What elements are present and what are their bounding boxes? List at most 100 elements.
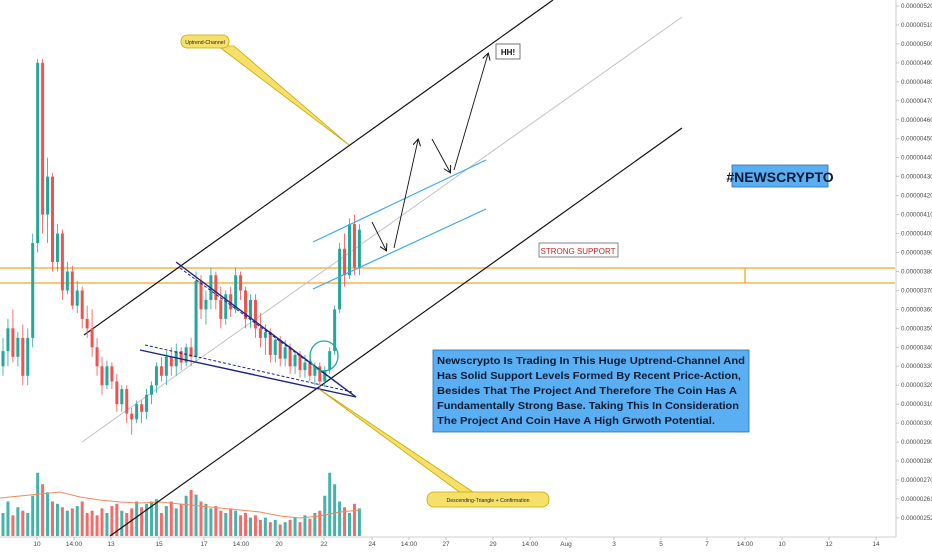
projection-arrow-3: [431, 138, 450, 172]
time-tick-label: 14:00: [66, 541, 83, 548]
candle-body: [70, 271, 74, 306]
candle-body: [95, 347, 99, 367]
descending-callout[interactable]: Descending-Triangle + Confirmation: [318, 388, 550, 508]
descending-callout-box: [426, 491, 550, 508]
candle-body: [348, 224, 351, 276]
price-axis-background: [896, 0, 932, 550]
volume-bar: [105, 513, 109, 536]
volume-bar: [26, 513, 30, 536]
price-tick-label: 0.00000430: [901, 174, 932, 181]
uptrend-callout[interactable]: Uptrend-Channel: [180, 34, 350, 146]
candle-body: [229, 294, 233, 310]
candle-body: [16, 337, 20, 357]
candle-body: [60, 233, 64, 291]
price-tick-label: 0.00000350: [901, 325, 932, 332]
candle-body: [318, 366, 322, 382]
candle-body: [214, 275, 218, 300]
price-tick-label: 0.00000300: [901, 420, 932, 427]
candle-body: [31, 243, 35, 338]
candle-body: [135, 404, 139, 420]
candle-body: [244, 290, 248, 319]
volume-bar: [194, 494, 198, 536]
price-tick-label: 0.00000310: [901, 401, 932, 408]
candle-body: [11, 328, 15, 357]
volume-bar: [323, 495, 327, 536]
volume-bar: [169, 501, 173, 536]
time-tick-label: 3: [612, 541, 616, 548]
candle-body: [204, 299, 208, 310]
candle-body: [239, 275, 243, 291]
descending-triangle: [139, 261, 357, 398]
volume-bar: [209, 508, 213, 536]
uptrend-callout-label: Uptrend-Channel: [185, 40, 225, 46]
candle-body: [169, 356, 173, 367]
price-tick-label: 0.00000380: [901, 268, 932, 275]
triangle-lower-dashed: [144, 344, 353, 393]
price-tick-label: 0.00000510: [901, 22, 932, 29]
time-tick-label: Aug: [560, 541, 572, 548]
candle-body: [333, 309, 337, 352]
time-axis[interactable]: 10 14:00 13 15 17 14:00 20 22 24 14:00 27 29 14:00 Au…: [33, 537, 880, 548]
time-tick-label: 10: [778, 541, 786, 548]
volume-bar: [100, 508, 104, 536]
blue-line-upper: [312, 159, 487, 243]
volume-bar: [278, 524, 282, 536]
support-label-box[interactable]: STRONG SUPPORT: [538, 242, 619, 258]
time-tick-label: 17: [200, 541, 208, 548]
analysis-text-box[interactable]: Newscrypto Is Trading In This Huge Uptre…: [432, 349, 750, 433]
volume-bar: [313, 513, 317, 536]
time-tick-label: 14:00: [522, 541, 539, 548]
candle-body: [184, 347, 188, 363]
volume-bar: [154, 499, 158, 536]
triangle-lower-line: [139, 349, 357, 398]
volume-bar: [318, 510, 322, 536]
volume-bar: [253, 515, 257, 536]
volume-bar: [75, 506, 79, 536]
price-tick-label: 0.00000500: [901, 41, 932, 48]
hh-label-box[interactable]: HH!: [495, 43, 521, 60]
uptrend-callout-box: [180, 34, 230, 49]
hashtag-box[interactable]: #NEWSCRYPTO: [726, 164, 834, 188]
candle-body: [80, 290, 84, 319]
volume-bar: [65, 510, 69, 536]
candle-body: [154, 366, 158, 386]
volume-bar: [51, 501, 54, 536]
price-tick-label: 0.00000280: [901, 458, 932, 465]
volume-bar: [219, 510, 223, 536]
volume-bar: [36, 472, 40, 536]
blue-line-lower: [312, 208, 487, 290]
candle-body: [100, 366, 104, 386]
candle-body: [352, 224, 356, 268]
candle-body: [36, 62, 40, 244]
volume-bar: [204, 503, 208, 536]
price-tick-label: 0.00000340: [901, 344, 932, 351]
candle-body: [224, 294, 228, 319]
volume-bar: [85, 513, 89, 536]
candle-body: [150, 385, 153, 395]
volume-bar: [224, 513, 228, 536]
candle-body: [268, 332, 272, 355]
candle-body: [105, 366, 109, 386]
volume-bar: [249, 517, 252, 536]
price-axis[interactable]: 0.00000520 0.00000510 0.00000500 0.00000490…: [896, 3, 932, 522]
volume-bar: [115, 503, 119, 536]
volume-bar: [21, 510, 25, 536]
candle-body: [41, 62, 45, 215]
candle-body: [179, 351, 183, 363]
candle-body: [249, 299, 252, 319]
candle-body: [308, 362, 312, 376]
volume-bar: [263, 517, 267, 536]
volume-bar: [268, 522, 272, 536]
candle-body: [145, 394, 149, 412]
price-tick-label: 0.00000270: [901, 477, 932, 484]
candle-body: [234, 275, 238, 310]
candle-body: [283, 347, 287, 359]
candle-body: [46, 176, 50, 215]
candle-body: [110, 366, 114, 382]
candle-body: [219, 299, 223, 319]
price-tick-label: 0.00000390: [901, 249, 932, 256]
volume-bar: [145, 503, 149, 536]
volume-bar: [120, 510, 124, 536]
